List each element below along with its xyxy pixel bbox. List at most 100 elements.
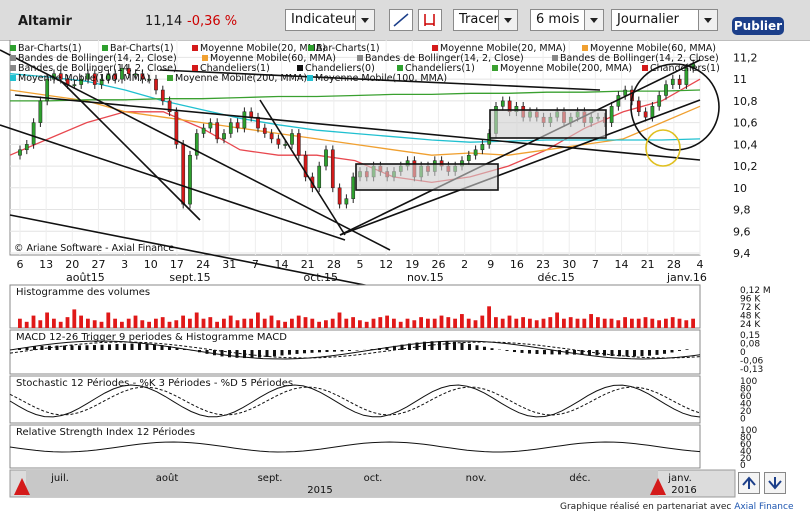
macd-histogram-bar [663, 350, 666, 354]
time-navigator[interactable]: juil. août sept. oct. nov. déc. janv. 2015 2016 [9, 469, 736, 498]
trendline [339, 99, 701, 236]
zoom-in-button[interactable] [738, 472, 760, 494]
x-month-label: oct.15 [303, 271, 338, 284]
candle-body [269, 133, 274, 140]
rsi-line [9, 441, 701, 453]
stochastic-y-tick: 0 [740, 415, 746, 425]
candle-body [337, 187, 342, 205]
macd-histogram-bar [678, 350, 681, 351]
candle-body [120, 68, 124, 80]
legend-swatch [397, 65, 403, 71]
volume-bar [541, 318, 546, 328]
indicators-dropdown[interactable]: Indicateurs [285, 9, 375, 31]
macd-histogram-bar [130, 343, 134, 350]
volume-bar [201, 318, 206, 328]
volume-bar [616, 320, 621, 328]
volume-bar [371, 318, 376, 328]
stock-symbol: Altamir [18, 14, 72, 29]
x-tick-label: 9 [487, 258, 494, 271]
moving-average-line [9, 73, 701, 143]
legend-swatch [192, 65, 198, 71]
candle-body [181, 144, 186, 205]
delete-tool-button[interactable] [418, 9, 442, 31]
volume-bar [589, 314, 593, 328]
macd-histogram-bar [303, 350, 306, 354]
volume-bar [344, 318, 349, 328]
volume-bar [92, 320, 97, 328]
candle-body [466, 154, 471, 161]
volume-bar [684, 320, 689, 328]
volume-bar [337, 312, 342, 328]
macd-histogram-bar [445, 341, 449, 350]
zoom-out-button[interactable] [764, 472, 786, 494]
candle-body [650, 106, 655, 118]
macd-histogram-bar [273, 350, 276, 357]
stock-price: 11,14 [145, 14, 183, 29]
x-tick-label: 28 [667, 258, 681, 271]
x-tick-label: 12 [379, 258, 393, 271]
volume-bar [528, 318, 532, 328]
x-tick-label: 17 [170, 258, 184, 271]
macd-histogram-bar [580, 350, 584, 355]
candle-body [140, 73, 145, 80]
x-tick-label: 2 [461, 258, 468, 271]
volume-bar [534, 320, 539, 328]
stochastic-panel: Stochastic 12 Périodes - %K 3 Périodes -… [9, 375, 757, 425]
trendline [14, 94, 701, 161]
candle-body [58, 73, 63, 80]
price-y-tick: 9,8 [733, 204, 751, 217]
macd-histogram-bar [355, 350, 359, 351]
legend-entry: Chandeliers(1) [200, 63, 270, 74]
x-tick-label: 5 [357, 258, 364, 271]
stochastic-y-tick: 20 [740, 407, 752, 417]
volume-bar [650, 318, 655, 328]
macd-y-tick: -0,06 [740, 357, 764, 367]
macd-histogram-bar [115, 344, 119, 350]
volume-bar [296, 315, 301, 328]
volume-bar [596, 317, 600, 328]
legend-swatch [102, 45, 108, 51]
volume-bar [378, 317, 383, 328]
legend-swatch [10, 55, 16, 61]
macd-histogram-bar [385, 347, 389, 350]
moving-average-line [9, 89, 701, 156]
candle-body [86, 73, 90, 80]
interval-dropdown[interactable]: Journalier [611, 9, 718, 31]
volume-panel: Histogramme des volumes 0,12 M96 K72 K48 … [9, 284, 771, 330]
navigator-handle-right [650, 478, 666, 495]
volume-bar [392, 318, 396, 328]
publish-button[interactable]: Publier [732, 17, 784, 35]
stock-change: -0,36 % [187, 14, 238, 29]
macd-histogram-bar [438, 341, 441, 350]
legend-swatch [308, 45, 314, 51]
footer-brand[interactable]: Axial Finance [734, 502, 794, 512]
macd-histogram-bar [505, 350, 509, 351]
rsi-y-tick: 60 [740, 440, 752, 450]
volume-bar [582, 318, 587, 328]
volume-bar [215, 321, 219, 328]
legend-swatch [492, 65, 498, 71]
volume-y-tick: 96 K [740, 295, 761, 305]
period-dropdown[interactable]: 6 mois [530, 9, 604, 31]
macd-histogram-bar [655, 350, 659, 355]
volume-bar [562, 318, 566, 328]
draw-dropdown[interactable]: Tracer [453, 9, 518, 31]
candle-body [473, 149, 478, 156]
navigator-selection [26, 470, 658, 497]
trendline [339, 59, 701, 236]
volume-bar [643, 317, 648, 328]
line-tool-button[interactable] [389, 9, 413, 31]
volume-bar [494, 317, 498, 328]
navigator-month-label: août [156, 472, 179, 484]
macd-histogram-bar [535, 350, 539, 354]
price-y-tick: 9,6 [733, 225, 751, 238]
macd-y-tick: 0 [740, 348, 746, 358]
volume-bar [303, 317, 308, 328]
volume-bar [602, 318, 607, 328]
price-y-tick: 10,2 [733, 160, 758, 173]
stochastic-y-tick: 60 [740, 392, 752, 402]
candle-body [106, 73, 111, 80]
macd-histogram-bar [610, 350, 614, 356]
x-month-label: déc.15 [538, 271, 575, 284]
volume-bar [228, 315, 233, 328]
